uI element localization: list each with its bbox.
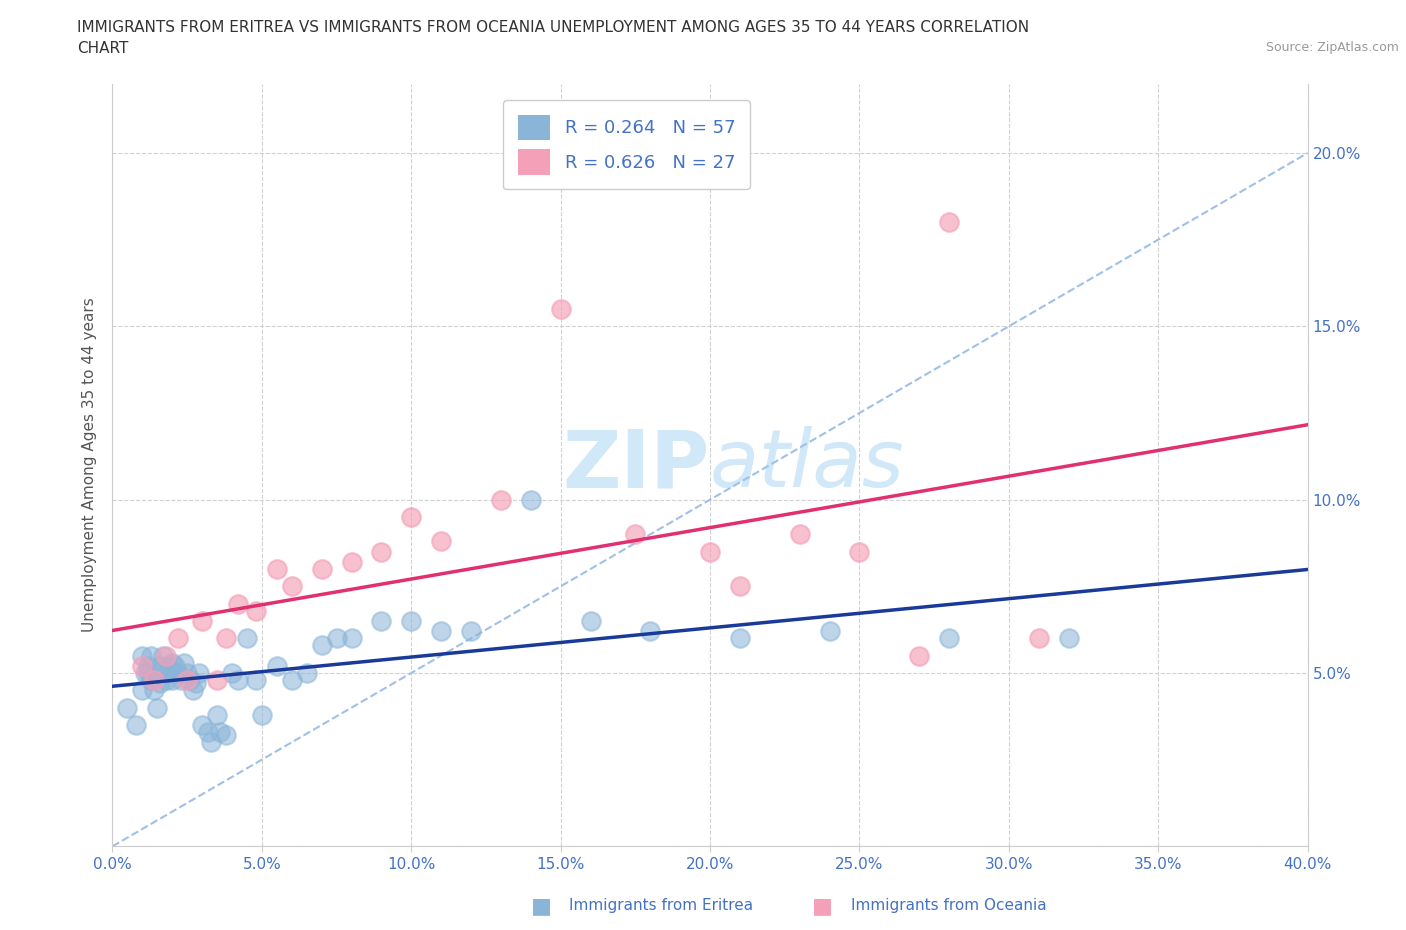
Point — [205, 707, 228, 722]
Point — [281, 578, 304, 593]
Point — [340, 554, 363, 569]
Point — [266, 658, 288, 673]
Point — [138, 658, 160, 673]
Point — [188, 666, 211, 681]
Text: ■: ■ — [813, 896, 832, 916]
Point — [295, 666, 318, 681]
Point — [146, 700, 169, 715]
Point — [191, 614, 214, 629]
Point — [200, 735, 222, 750]
Point — [176, 666, 198, 681]
Point — [340, 631, 363, 645]
Point — [176, 672, 198, 687]
Point — [818, 624, 841, 639]
Text: ■: ■ — [531, 896, 551, 916]
Point — [149, 676, 172, 691]
Point — [131, 648, 153, 663]
Point — [245, 672, 267, 687]
Text: Source: ZipAtlas.com: Source: ZipAtlas.com — [1265, 41, 1399, 54]
Point — [370, 544, 392, 559]
Point — [311, 562, 333, 577]
Point — [489, 492, 512, 507]
Point — [170, 672, 193, 687]
Point — [550, 301, 572, 316]
Point — [226, 672, 249, 687]
Text: ZIP: ZIP — [562, 426, 710, 504]
Point — [117, 700, 139, 715]
Point — [789, 527, 811, 542]
Point — [162, 672, 183, 687]
Point — [131, 658, 153, 673]
Text: Immigrants from Eritrea: Immigrants from Eritrea — [569, 898, 754, 913]
Point — [430, 624, 453, 639]
Point — [186, 676, 208, 691]
Point — [181, 683, 204, 698]
Y-axis label: Unemployment Among Ages 35 to 44 years: Unemployment Among Ages 35 to 44 years — [82, 298, 97, 632]
Point — [125, 718, 148, 733]
Legend: R = 0.264   N = 57, R = 0.626   N = 27: R = 0.264 N = 57, R = 0.626 N = 27 — [503, 100, 749, 190]
Point — [226, 596, 249, 611]
Point — [155, 648, 177, 663]
Point — [520, 492, 543, 507]
Point — [266, 562, 288, 577]
Point — [167, 631, 190, 645]
Point — [311, 638, 333, 653]
Point — [167, 666, 190, 681]
Point — [155, 666, 177, 681]
Point — [401, 614, 423, 629]
Point — [141, 648, 163, 663]
Point — [215, 631, 238, 645]
Point — [138, 666, 160, 681]
Point — [640, 624, 662, 639]
Point — [157, 658, 180, 673]
Point — [134, 666, 156, 681]
Point — [197, 724, 219, 739]
Point — [938, 215, 960, 230]
Point — [165, 658, 187, 673]
Point — [141, 672, 163, 687]
Point — [173, 655, 195, 670]
Point — [209, 724, 232, 739]
Text: CHART: CHART — [77, 41, 129, 56]
Point — [221, 666, 243, 681]
Text: Immigrants from Oceania: Immigrants from Oceania — [851, 898, 1046, 913]
Point — [250, 707, 273, 722]
Point — [401, 510, 423, 525]
Point — [155, 672, 177, 687]
Point — [1028, 631, 1050, 645]
Point — [131, 683, 153, 698]
Point — [245, 604, 267, 618]
Point — [624, 527, 647, 542]
Point — [728, 631, 751, 645]
Point — [143, 672, 166, 687]
Point — [325, 631, 347, 645]
Point — [236, 631, 259, 645]
Point — [149, 658, 172, 673]
Point — [281, 672, 304, 687]
Point — [728, 578, 751, 593]
Point — [205, 672, 228, 687]
Point — [908, 648, 931, 663]
Point — [579, 614, 602, 629]
Text: atlas: atlas — [710, 426, 905, 504]
Point — [430, 534, 453, 549]
Point — [146, 666, 169, 681]
Point — [143, 683, 166, 698]
Point — [938, 631, 960, 645]
Point — [1057, 631, 1080, 645]
Point — [848, 544, 870, 559]
Point — [699, 544, 721, 559]
Point — [152, 648, 174, 663]
Point — [179, 672, 201, 687]
Point — [215, 728, 238, 743]
Text: IMMIGRANTS FROM ERITREA VS IMMIGRANTS FROM OCEANIA UNEMPLOYMENT AMONG AGES 35 TO: IMMIGRANTS FROM ERITREA VS IMMIGRANTS FR… — [77, 20, 1029, 35]
Point — [460, 624, 482, 639]
Point — [191, 718, 214, 733]
Point — [162, 655, 183, 670]
Point — [370, 614, 392, 629]
